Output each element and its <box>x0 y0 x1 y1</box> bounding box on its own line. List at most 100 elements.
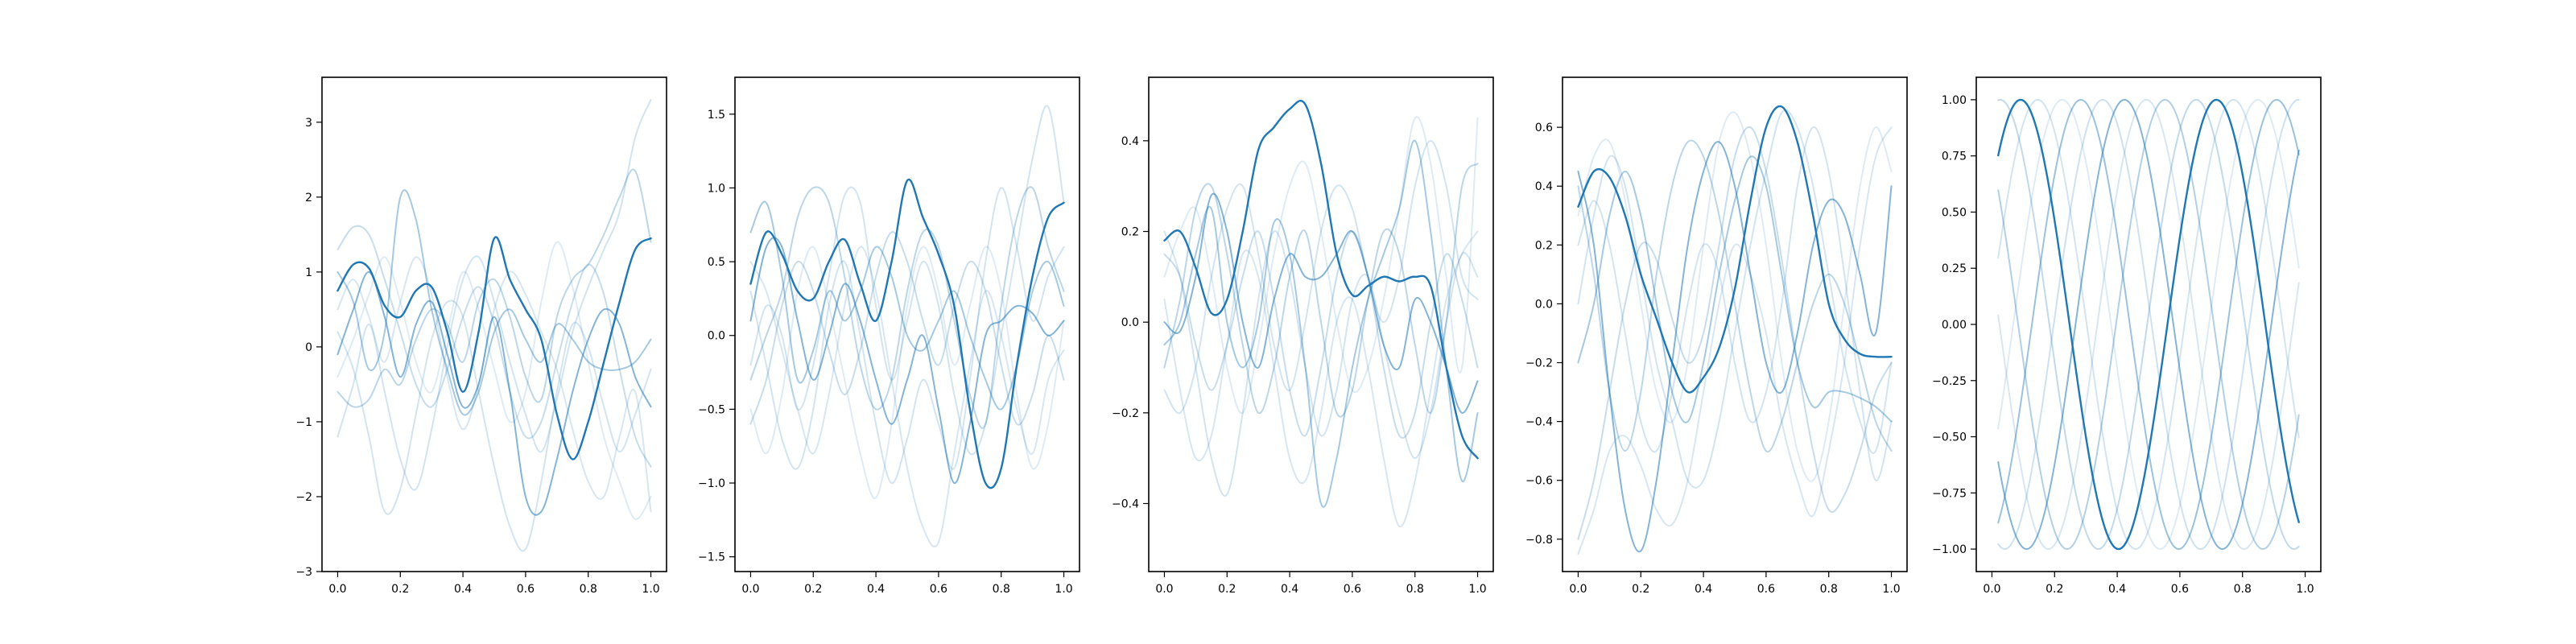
series-line-5 <box>1997 98 2300 551</box>
series-line-7 <box>336 299 652 552</box>
y-tick-label: 0.4 <box>1121 135 1139 148</box>
chart-panel-2: 0.0 0.2 0.4 0.6 0.8 1.0 −1.5 −1.0 −0.5 0.0 0.5 1.0 1… <box>698 76 1080 596</box>
series-line-6 <box>1163 230 1479 497</box>
x-tick-label: 0.8 <box>2234 583 2252 596</box>
y-tick-label: 1.0 <box>708 182 725 195</box>
series-line-1 <box>336 236 652 460</box>
y-tick-label: 0.25 <box>1942 262 1967 275</box>
y-tick-label: −0.6 <box>1525 475 1553 488</box>
x-tick-label: 0.2 <box>1632 583 1649 596</box>
x-tick-label: 0.8 <box>1406 583 1424 596</box>
axes-frame <box>1562 76 1908 572</box>
series-line-6 <box>1997 98 2300 551</box>
y-tick-label: 0 <box>305 341 312 354</box>
y-tick-label: 1.5 <box>708 109 725 122</box>
x-tick-label: 1.0 <box>642 583 659 596</box>
x-tick-label: 0.6 <box>1344 583 1361 596</box>
x-tick-label: 0.0 <box>741 583 759 596</box>
y-tick-label: −1.0 <box>698 477 725 490</box>
series-line-5 <box>1577 126 1893 540</box>
panels-group: 0.0 0.2 0.4 0.6 0.8 1.0 −3 −2 −1 0 1 2 3 0.0 0.2 0.4 0.6… <box>295 76 2322 596</box>
y-tick-label: −0.5 <box>698 403 725 416</box>
x-tick-label: 0.4 <box>454 583 472 596</box>
y-tick-label: 1 <box>305 266 312 279</box>
axes-frame <box>321 76 667 572</box>
x-tick-label: 1.0 <box>1468 583 1486 596</box>
y-tick-label: 2 <box>305 192 312 204</box>
series-line-3 <box>749 200 1065 411</box>
series-group <box>1577 105 1893 555</box>
series-line-8 <box>336 256 652 513</box>
series-line-2 <box>336 270 652 516</box>
series-line-9 <box>336 241 652 520</box>
y-tick-label: 0.2 <box>1535 239 1553 252</box>
y-tick-label: 0.4 <box>1535 180 1553 193</box>
series-line-1 <box>1577 105 1893 394</box>
chart-panel-1: 0.0 0.2 0.4 0.6 0.8 1.0 −3 −2 −1 0 1 2 3 <box>295 76 667 596</box>
x-tick-label: 0.4 <box>2108 583 2126 596</box>
y-tick-label: −3 <box>295 566 312 579</box>
y-tick-label: −1.5 <box>698 551 725 564</box>
x-tick-label: 0.2 <box>1218 583 1236 596</box>
series-line-5 <box>336 225 652 468</box>
y-tick-label: −0.75 <box>1932 487 1967 500</box>
y-tick-label: 0.0 <box>1121 316 1139 329</box>
x-tick-label: 0.2 <box>391 583 409 596</box>
series-line-8 <box>749 246 1065 548</box>
y-tick-label: −2 <box>295 491 312 504</box>
series-line-4 <box>1997 98 2300 551</box>
x-tick-label: 0.8 <box>580 583 597 596</box>
x-tick-label: 0.8 <box>993 583 1010 596</box>
series-line-2 <box>1163 192 1479 414</box>
x-tick-label: 0.4 <box>867 583 885 596</box>
series-line-7 <box>749 105 1065 456</box>
series-line-5 <box>1163 230 1479 439</box>
x-tick-label: 0.6 <box>2171 583 2189 596</box>
x-tick-label: 1.0 <box>1055 583 1072 596</box>
y-tick-label: 0.75 <box>1942 151 1967 163</box>
y-tick-label: 0.50 <box>1942 206 1967 219</box>
series-line-3 <box>1163 139 1479 508</box>
series-line-2 <box>1997 98 2300 551</box>
y-tick-label: 3 <box>305 117 312 130</box>
series-line-6 <box>749 187 1065 485</box>
x-tick-label: 0.2 <box>804 583 822 596</box>
y-tick-label: −1.00 <box>1932 543 1967 556</box>
y-tick-label: −1 <box>295 416 312 429</box>
y-tick-label: −0.2 <box>1525 357 1553 370</box>
y-tick-label: 0.0 <box>1535 298 1553 311</box>
series-line-1 <box>1163 100 1479 460</box>
series-group <box>336 98 652 552</box>
y-tick-label: 0.0 <box>708 330 725 343</box>
x-tick-label: 0.6 <box>930 583 947 596</box>
series-line-2 <box>749 237 1065 485</box>
series-line-4 <box>1163 163 1479 418</box>
series-line-4 <box>749 186 1065 429</box>
series-line-8 <box>1163 230 1479 527</box>
series-line-3 <box>1577 155 1893 423</box>
x-tick-label: 0.2 <box>2046 583 2063 596</box>
series-line-8 <box>1997 98 2300 551</box>
x-tick-label: 0.0 <box>1155 583 1173 596</box>
series-line-8 <box>1577 126 1893 555</box>
x-tick-label: 1.0 <box>1882 583 1900 596</box>
series-line-4 <box>1577 139 1893 453</box>
y-tick-label: −0.2 <box>1112 407 1139 420</box>
series-line-6 <box>336 98 652 491</box>
series-line-1 <box>749 178 1065 489</box>
y-tick-label: −0.50 <box>1932 431 1967 444</box>
x-tick-label: 0.8 <box>1820 583 1838 596</box>
axes-frame <box>734 76 1080 572</box>
y-tick-label: 0.6 <box>1535 122 1553 134</box>
x-tick-label: 0.6 <box>517 583 535 596</box>
y-tick-label: −0.4 <box>1525 416 1553 429</box>
y-tick-label: 0.00 <box>1942 319 1967 332</box>
chart-panel-3: 0.0 0.2 0.4 0.6 0.8 1.0 −0.4 −0.2 0.0 0.2 0.4 <box>1112 76 1494 596</box>
y-tick-label: −0.8 <box>1525 534 1553 547</box>
y-tick-label: −0.4 <box>1112 498 1139 511</box>
x-tick-label: 0.4 <box>1281 583 1298 596</box>
series-line-7 <box>1577 126 1893 481</box>
series-line-9 <box>1577 111 1893 482</box>
